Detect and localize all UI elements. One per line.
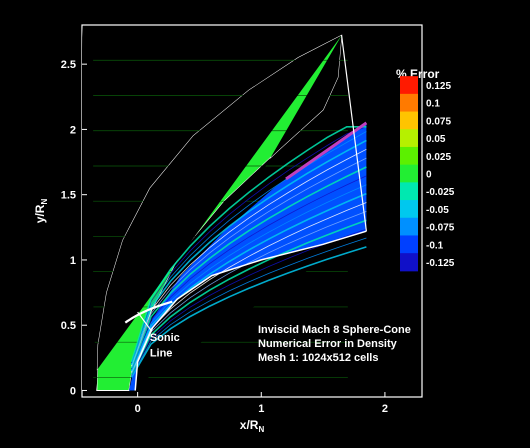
legend-swatch — [400, 146, 418, 166]
legend-label: 0.05 — [426, 134, 446, 145]
contour-band — [131, 131, 367, 364]
x-tick-label: 2 — [382, 403, 388, 415]
contour-band — [131, 202, 367, 373]
legend-swatch — [400, 253, 418, 272]
contour-band — [131, 175, 367, 370]
legend-swatch — [400, 164, 418, 183]
x-tick-label: 0 — [135, 403, 141, 415]
legend-label: 0 — [426, 170, 432, 181]
contour-band — [131, 148, 367, 367]
contour-band — [130, 246, 367, 378]
legend-swatch — [400, 93, 418, 113]
legend-label: 0.1 — [426, 99, 440, 110]
x-tick-label: 1 — [258, 403, 264, 415]
contour-band — [131, 157, 367, 368]
mask-left — [82, 25, 342, 391]
sonic-line-label: Sonic — [150, 332, 180, 344]
contour-band — [130, 139, 367, 366]
legend-label: -0.05 — [426, 205, 449, 216]
legend-swatch — [400, 129, 418, 148]
contour-band — [131, 184, 367, 371]
body-surface — [134, 230, 367, 391]
legend-label: 0.125 — [426, 81, 451, 92]
y-tick-label: 0 — [70, 385, 76, 397]
y-axis-title-main: y/R — [33, 204, 47, 223]
x-axis-title: x/RN — [240, 418, 265, 434]
outflow-boundary — [341, 35, 367, 232]
legend-swatch — [400, 200, 418, 219]
legend-swatch — [400, 235, 418, 254]
contour-band — [131, 237, 367, 377]
contour-band — [130, 126, 367, 363]
y-tick-label: 1.5 — [61, 190, 76, 202]
y-tick-label: 1 — [70, 255, 76, 267]
x-axis-title-sub: N — [258, 425, 264, 434]
legend-swatch — [400, 182, 418, 201]
contour-band — [130, 219, 367, 375]
mask-right — [129, 35, 367, 391]
legend-label: -0.025 — [426, 187, 455, 198]
shock-edge — [285, 121, 368, 181]
contour-band — [131, 126, 367, 363]
legend-label: 0.025 — [426, 152, 451, 163]
legend-label: -0.075 — [426, 223, 455, 234]
y-axis-title: y/RN — [33, 199, 49, 224]
legend-label: -0.1 — [426, 240, 444, 251]
info-text-line: Mesh 1: 1024x512 cells — [258, 352, 378, 364]
sonic-line — [124, 300, 173, 324]
y-tick-label: 2 — [70, 124, 76, 136]
legend-label: -0.125 — [426, 258, 455, 269]
annotation-arrow — [137, 311, 152, 331]
legend-swatch — [400, 111, 418, 130]
contour-band — [130, 192, 367, 372]
y-tick-label: 2.5 — [61, 59, 76, 71]
contour-band — [131, 211, 367, 374]
info-text-line: Inviscid Mach 8 Sphere-Cone — [258, 324, 411, 336]
contour-band — [130, 166, 367, 369]
y-axis-title-sub: N — [40, 199, 49, 205]
info-text-line: Numerical Error in Density — [258, 338, 398, 350]
legend-label: 0.075 — [426, 116, 451, 127]
sonic-line-label: Line — [150, 348, 173, 360]
legend-swatch — [400, 217, 418, 236]
y-tick-label: 0.5 — [61, 320, 76, 332]
legend-swatch — [400, 76, 418, 95]
x-axis-title-main: x/R — [240, 418, 259, 432]
